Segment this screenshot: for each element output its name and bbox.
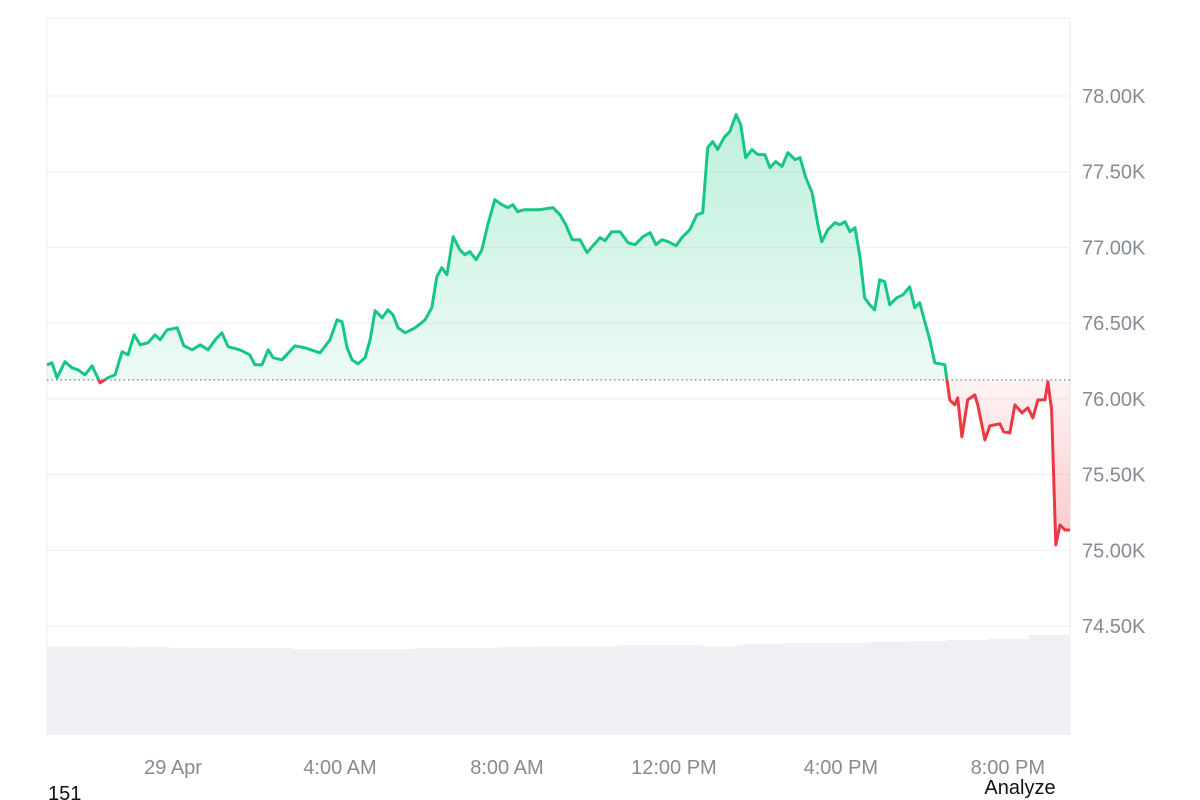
price-area (47, 114, 1070, 545)
y-tick-label: 76.50K (1082, 313, 1146, 335)
x-tick-label: 29 Apr (144, 757, 202, 779)
volume-bar (538, 646, 580, 735)
volume-bar (1029, 635, 1071, 735)
volume-bar (660, 645, 703, 735)
volume-bar (87, 646, 130, 735)
volume-bar (47, 646, 89, 735)
volume-bar (374, 649, 416, 735)
volume-bar (169, 648, 212, 735)
x-tick-label: 4:00 PM (804, 757, 878, 779)
volume-bar (333, 649, 375, 735)
price-line (46, 113, 1070, 547)
y-tick-label: 76.00K (1082, 389, 1146, 411)
x-tick-label: 8:00 PM (971, 757, 1045, 779)
volume-bar (128, 647, 171, 735)
volume-bar (988, 639, 1030, 735)
volume-bar (456, 648, 498, 735)
y-tick-label: 77.50K (1082, 162, 1146, 184)
volume-bar (701, 646, 744, 735)
volume-bar (292, 649, 334, 735)
volume-bar (497, 647, 539, 735)
analyze-button[interactable]: Analyze (984, 777, 1055, 799)
volume-bar (865, 642, 907, 735)
x-tick-label: 4:00 AM (303, 757, 376, 779)
volume-bar (947, 640, 989, 735)
y-tick-label: 75.00K (1082, 540, 1146, 562)
volume-bar (251, 648, 294, 735)
volume-bar (210, 648, 253, 735)
volume-bar (742, 644, 785, 735)
x-tick-label: 12:00 PM (631, 757, 717, 779)
volume-bar (415, 648, 457, 735)
volume-bar (578, 646, 621, 735)
volume-bar (783, 643, 825, 735)
y-tick-label: 75.50K (1082, 465, 1146, 487)
x-tick-label: 8:00 AM (470, 757, 543, 779)
footer-count: 151 (48, 783, 81, 800)
y-tick-label: 78.00K (1082, 86, 1146, 108)
y-tick-label: 77.00K (1082, 237, 1146, 259)
volume-bar (824, 643, 866, 735)
y-tick-label: 74.50K (1082, 616, 1146, 638)
volume-bar (906, 641, 948, 735)
volume-bar (619, 645, 662, 735)
